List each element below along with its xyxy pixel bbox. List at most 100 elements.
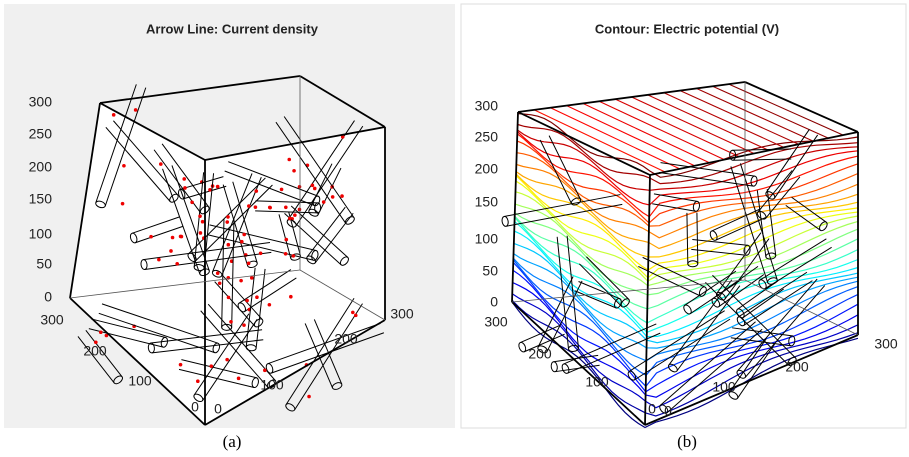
current-arrow — [289, 294, 293, 299]
current-arrow — [312, 186, 317, 191]
fibre-cap — [518, 341, 527, 353]
y-tick-label: 0 — [214, 401, 222, 417]
cube-edge — [204, 319, 386, 426]
fibre-cap — [620, 298, 630, 308]
fibre — [275, 116, 355, 224]
current-arrow — [226, 295, 231, 300]
current-arrow — [321, 200, 326, 204]
fibre-cap — [290, 253, 302, 261]
cube-edge — [69, 102, 101, 299]
fibre-cap — [709, 230, 718, 241]
fibre — [105, 120, 179, 202]
z-tick-label: 300 — [29, 94, 53, 110]
cube-edge — [517, 81, 746, 113]
current-arrow — [246, 261, 251, 266]
fibre-cap — [501, 215, 509, 227]
current-arrow — [288, 216, 292, 221]
fibre — [150, 329, 264, 354]
z-tick-label: 300 — [475, 98, 499, 114]
cube-edge-back — [299, 269, 386, 321]
fibre-cap — [265, 363, 274, 374]
z-tick-label: 0 — [490, 294, 498, 310]
fibre-cap — [344, 216, 355, 225]
fibre-cap — [758, 279, 767, 290]
fibre-cap — [765, 252, 777, 260]
cube-edge — [299, 75, 386, 128]
z-tick-label: 50 — [36, 256, 52, 272]
fibre-cap — [729, 149, 737, 161]
fibre — [539, 135, 581, 204]
fibre — [712, 265, 765, 308]
fibre-cap — [339, 256, 349, 266]
x-tick-label: 300 — [40, 312, 64, 328]
current-arrow — [297, 207, 302, 212]
cube-edge — [511, 111, 519, 303]
current-arrow — [245, 298, 249, 303]
current-arrow — [267, 302, 272, 307]
current-arrow — [104, 333, 109, 338]
fibre — [520, 324, 565, 353]
x-tick-label: 300 — [484, 314, 508, 330]
current-arrow — [175, 261, 179, 266]
current-arrow — [226, 242, 231, 247]
fibre-cap — [683, 304, 692, 315]
current-arrow — [98, 330, 103, 335]
cube-edge — [99, 102, 206, 161]
fibre-cap — [728, 391, 739, 400]
current-arrow — [157, 257, 161, 262]
fibre — [732, 148, 792, 161]
cube-edge — [644, 334, 859, 426]
current-arrow — [253, 205, 258, 209]
z-tick-label: 200 — [475, 161, 499, 177]
fibre — [716, 232, 770, 300]
y-tick-label: 0 — [664, 403, 672, 419]
current-arrow — [122, 163, 126, 168]
current-arrow — [190, 200, 194, 205]
fibre — [222, 181, 258, 266]
current-arrow — [111, 113, 116, 117]
y-tick-label: 100 — [712, 379, 736, 395]
x-tick-label: 200 — [83, 343, 107, 359]
current-arrow — [196, 379, 200, 384]
fibre — [660, 321, 763, 414]
fibre-cap — [251, 377, 259, 389]
current-arrow — [284, 205, 288, 210]
cube-edge — [649, 131, 859, 176]
fibre — [162, 165, 210, 275]
current-arrow — [178, 362, 183, 367]
fibre-cap — [567, 344, 579, 352]
z-tick-label: 50 — [482, 263, 498, 279]
fibre-cap — [308, 208, 319, 217]
contour-line — [647, 94, 770, 151]
current-arrow — [284, 237, 289, 242]
current-arrow — [297, 185, 302, 189]
current-arrow — [198, 214, 202, 218]
current-arrow — [200, 219, 205, 224]
fibre — [711, 207, 766, 241]
fibre — [659, 162, 755, 187]
fibre-cap — [743, 244, 751, 256]
fibre-cap — [193, 393, 204, 403]
fibre — [756, 189, 777, 257]
current-arrow — [169, 249, 173, 253]
cube-edge — [69, 297, 206, 426]
current-arrow — [291, 254, 296, 258]
caption: (b) — [677, 432, 697, 451]
fibre-cap — [756, 210, 767, 220]
current-arrow — [283, 251, 288, 256]
current-arrow — [159, 162, 163, 166]
x-tick-label: 0 — [191, 399, 199, 415]
fibre-cap — [788, 335, 796, 347]
current-arrow — [208, 188, 212, 192]
z-tick-label: 150 — [475, 194, 499, 210]
z-tick-label: 200 — [29, 159, 53, 175]
fibre-cap — [570, 197, 582, 206]
cube-edge — [511, 301, 646, 426]
fibre-cap — [687, 260, 699, 268]
fibre-cap — [561, 363, 570, 374]
fibre-cap — [285, 403, 296, 412]
fibre-cap — [147, 342, 155, 354]
current-arrow — [353, 313, 358, 318]
current-arrow — [209, 364, 214, 368]
